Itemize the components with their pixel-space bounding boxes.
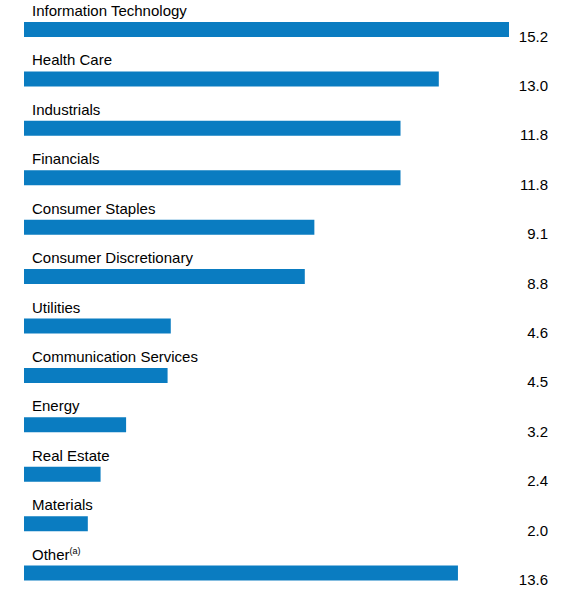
svg-text:2.0: 2.0 — [527, 522, 548, 539]
svg-text:Utilities: Utilities — [32, 299, 80, 316]
svg-text:Communication Services: Communication Services — [32, 348, 198, 365]
svg-text:8.8: 8.8 — [527, 275, 548, 292]
svg-text:4.5: 4.5 — [527, 373, 548, 390]
svg-text:11.8: 11.8 — [520, 126, 548, 143]
svg-text:Financials: Financials — [32, 150, 100, 167]
svg-text:9.1: 9.1 — [527, 225, 548, 242]
svg-text:Energy: Energy — [32, 397, 80, 414]
svg-text:2.4: 2.4 — [527, 472, 548, 489]
svg-text:13.6: 13.6 — [519, 571, 548, 588]
svg-text:Consumer Staples: Consumer Staples — [32, 200, 155, 217]
svg-text:Health Care: Health Care — [32, 51, 112, 68]
svg-text:15.2: 15.2 — [519, 28, 548, 45]
svg-text:4.6: 4.6 — [527, 324, 548, 341]
svg-text:Real Estate: Real Estate — [32, 447, 110, 464]
svg-text:13.0: 13.0 — [519, 77, 548, 94]
svg-text:Consumer Discretionary: Consumer Discretionary — [32, 249, 193, 266]
svg-text:Industrials: Industrials — [32, 101, 100, 118]
svg-text:Materials: Materials — [32, 496, 93, 513]
svg-text:3.2: 3.2 — [527, 423, 548, 440]
svg-text:Information Technology: Information Technology — [32, 2, 187, 19]
svg-text:11.8: 11.8 — [520, 176, 548, 193]
svg-text:Other(a): Other(a) — [32, 546, 81, 563]
